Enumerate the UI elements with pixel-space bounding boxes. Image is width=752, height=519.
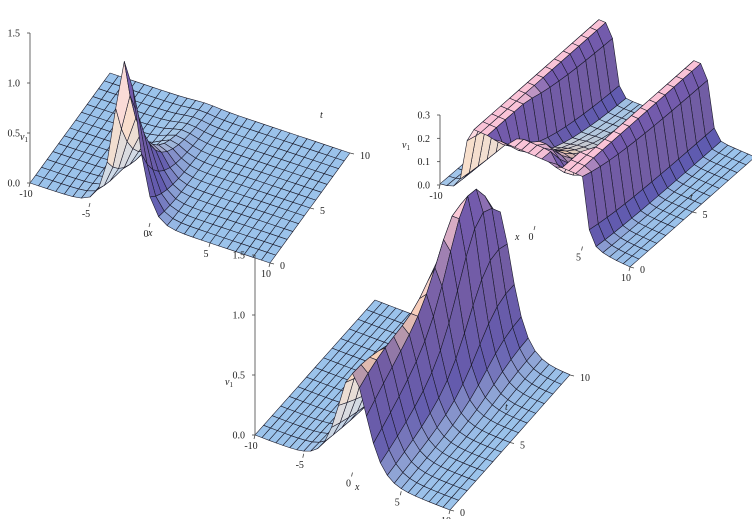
x-tick-label: -5 [82, 209, 90, 220]
x-tick-label: -10 [244, 441, 257, 452]
x-tick-label: 5 [204, 249, 209, 260]
t-tick-mark [309, 207, 315, 210]
x-tick-mark [148, 222, 151, 228]
t-tick-label: 5 [320, 206, 325, 217]
x-tick-label: 0 [144, 229, 149, 240]
z-tick-label: 1.0 [233, 311, 246, 322]
x-tick-mark [581, 246, 583, 251]
x-tick-label: 0 [346, 479, 351, 490]
t-axis-label: t [690, 192, 693, 203]
surface-patch [261, 251, 277, 264]
x-tick-label: 5 [395, 497, 400, 508]
z-tick-label: 0.0 [8, 179, 21, 190]
x-tick-mark [88, 202, 91, 208]
t-tick-mark [269, 262, 275, 265]
z-tick-label: 0.0 [233, 431, 246, 442]
t-tick-label: 5 [703, 210, 708, 221]
x-tick-label: -5 [296, 460, 304, 471]
x-tick-label: 10 [621, 273, 631, 284]
t-axis-label: t [320, 110, 323, 121]
t-tick-label: 10 [580, 373, 590, 384]
z-axis-label: v1 [402, 140, 410, 152]
z-axis-label: v1 [225, 377, 233, 389]
x-tick-mark [208, 242, 211, 248]
x-tick-label: 10 [261, 269, 271, 280]
t-tick-mark [509, 442, 515, 444]
x-tick-label: 10 [441, 516, 451, 519]
z-tick-label: 1.5 [233, 251, 246, 262]
x-axis-label: x [147, 228, 153, 239]
z-axis: 0.0 0.5 1.0 1.5 v1 [225, 251, 256, 442]
t-axis-label: t [505, 402, 508, 413]
z-tick-label: 0.1 [418, 157, 431, 168]
x-tick-label: 5 [576, 253, 581, 264]
z-axis-label: v1 [20, 132, 28, 144]
z-tick-label: 1.0 [8, 79, 21, 90]
x-tick-mark [438, 184, 441, 190]
z-tick-label: 0.0 [418, 181, 431, 192]
x-tick-mark [628, 266, 631, 272]
x-tick-mark [302, 453, 305, 458]
t-tick-mark [449, 509, 455, 512]
x-axis: -10 -5 0 5 10 x [19, 182, 271, 280]
x-tick-mark [28, 182, 31, 188]
z-tick-label: 0.3 [418, 111, 431, 122]
x-tick-mark [253, 434, 256, 440]
x-tick-label: -10 [19, 189, 32, 200]
surface-patch [622, 255, 640, 268]
t-tick-mark [629, 266, 635, 269]
x-tick-mark [351, 472, 353, 477]
surface-patch [442, 497, 459, 511]
x-axis-label: x [514, 232, 520, 243]
t-tick-label: 5 [520, 441, 525, 452]
z-axis: 0.0 0.1 0.2 0.3 v1 [402, 111, 441, 192]
t-tick-mark [349, 152, 355, 155]
z-tick-label: 0.2 [418, 134, 431, 145]
x-tick-mark [268, 262, 271, 268]
t-tick-label: 0 [640, 265, 645, 276]
t-tick-label: 0 [280, 261, 285, 272]
z-tick-label: 0.5 [233, 371, 246, 382]
t-tick-mark [569, 374, 575, 377]
x-tick-mark [399, 491, 402, 496]
z-tick-label: 0.5 [8, 129, 21, 140]
x-tick-mark [448, 509, 451, 515]
t-tick-label: 0 [460, 508, 465, 519]
x-tick-label: -10 [429, 191, 442, 202]
x-axis: -10 -5 0 5 10 x [244, 434, 451, 519]
t-tick-mark [692, 211, 697, 214]
z-tick-label: 1.5 [8, 29, 21, 40]
x-tick-label: 0 [529, 232, 534, 243]
t-tick-label: 10 [360, 151, 370, 162]
x-tick-mark [533, 225, 536, 231]
z-axis: 0.0 0.5 1.0 1.5 v1 [8, 29, 31, 190]
t-axis: 0 5 10 t [269, 110, 370, 272]
x-axis-label: x [354, 482, 360, 493]
t-axis: 0 5 10 t [449, 373, 590, 519]
